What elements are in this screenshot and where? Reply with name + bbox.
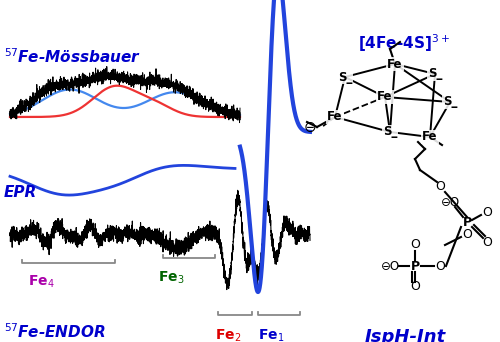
Text: [4Fe-4S]$^{3+}$: [4Fe-4S]$^{3+}$: [358, 32, 450, 54]
Text: Fe$_1$: Fe$_1$: [258, 328, 284, 342]
Text: P: P: [462, 215, 471, 228]
Text: Fe$_3$: Fe$_3$: [158, 270, 184, 286]
Text: O: O: [435, 181, 445, 194]
Text: S_: S_: [428, 67, 442, 80]
Text: O: O: [482, 206, 492, 219]
Text: Fe$_4$: Fe$_4$: [28, 274, 54, 290]
Text: $^{57}$Fe-Mössbauer: $^{57}$Fe-Mössbauer: [4, 47, 141, 66]
Text: EPR: EPR: [4, 185, 37, 200]
Text: O: O: [410, 280, 420, 293]
Text: ⊖O: ⊖O: [440, 196, 460, 209]
Text: Fe$_2$: Fe$_2$: [215, 328, 241, 342]
Text: O: O: [410, 238, 420, 251]
Text: S_: S_: [443, 95, 457, 108]
Text: O: O: [462, 227, 472, 240]
Text: ⊖O: ⊖O: [380, 260, 400, 273]
Text: Fe: Fe: [387, 57, 403, 70]
Text: Fe: Fe: [327, 110, 343, 123]
Text: O: O: [482, 236, 492, 249]
Text: Fe: Fe: [378, 91, 393, 104]
Text: O: O: [435, 260, 445, 273]
Text: ⊖: ⊖: [304, 119, 316, 134]
Text: S_: S_: [383, 126, 397, 139]
Text: $^{57}$Fe-ENDOR: $^{57}$Fe-ENDOR: [4, 322, 106, 341]
Text: IspH-Int: IspH-Int: [365, 328, 446, 342]
Text: P: P: [410, 260, 420, 273]
Text: Fe: Fe: [422, 131, 438, 144]
Text: S_: S_: [338, 70, 352, 83]
